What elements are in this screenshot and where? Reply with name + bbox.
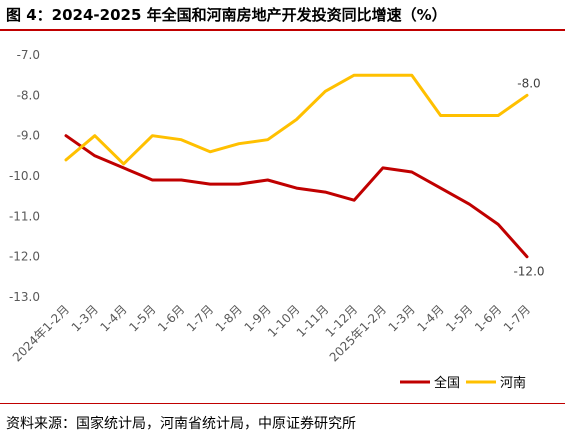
y-tick-label: -12.0 bbox=[9, 250, 40, 264]
data-point bbox=[208, 182, 212, 186]
data-labels: -8.0 -12.0 bbox=[513, 76, 544, 278]
x-tick-label: 1-6月 bbox=[155, 302, 187, 334]
data-point bbox=[151, 178, 154, 182]
data-point bbox=[122, 166, 125, 170]
data-point bbox=[93, 134, 97, 137]
data-label: -12.0 bbox=[513, 265, 544, 279]
x-axis: 2024年1-2月1-3月1-4月1-5月1-6月1-7月1-8月1-9月1-1… bbox=[10, 302, 533, 364]
y-axis: -7.0 -8.0 -9.0 -10.0 -11.0 -12.0 -13.0 bbox=[9, 48, 40, 304]
x-tick-label: 1-7月 bbox=[501, 302, 533, 334]
x-tick-label: 1-4月 bbox=[97, 302, 129, 334]
data-point bbox=[122, 162, 125, 166]
data-point bbox=[525, 94, 529, 97]
data-point bbox=[496, 114, 500, 117]
series-layer bbox=[64, 73, 529, 259]
y-tick-label: -13.0 bbox=[9, 290, 40, 304]
data-point bbox=[266, 138, 269, 141]
y-tick-label: -11.0 bbox=[9, 209, 40, 223]
data-point bbox=[468, 203, 471, 206]
data-point bbox=[151, 134, 154, 137]
data-point bbox=[208, 150, 212, 153]
data-point bbox=[64, 134, 68, 137]
data-point bbox=[180, 178, 183, 182]
data-point bbox=[93, 154, 97, 158]
x-tick-label: 1-5月 bbox=[126, 302, 158, 334]
x-tick-label: 1-5月 bbox=[443, 302, 475, 334]
title-rule bbox=[0, 29, 565, 31]
x-tick-label: 1-3月 bbox=[69, 302, 101, 334]
source-note: 资料来源：国家统计局，河南省统计局，中原证券研究所 bbox=[6, 416, 356, 432]
data-point bbox=[180, 138, 183, 141]
legend-label-1: 河南 bbox=[500, 375, 526, 391]
data-point bbox=[439, 186, 442, 190]
data-point bbox=[352, 199, 356, 202]
x-tick-label: 1-4月 bbox=[414, 302, 446, 334]
data-point bbox=[237, 142, 241, 145]
y-tick-label: -7.0 bbox=[17, 48, 40, 62]
y-tick-label: -9.0 bbox=[17, 129, 40, 143]
data-point bbox=[381, 73, 385, 77]
data-point bbox=[64, 158, 68, 162]
x-tick-label: 1-3月 bbox=[386, 302, 418, 334]
data-point bbox=[295, 118, 298, 121]
line-chart: -7.0 -8.0 -9.0 -10.0 -11.0 -12.0 -13.0 2024年1-… bbox=[9, 48, 545, 391]
source-rule bbox=[0, 403, 565, 404]
data-point bbox=[352, 73, 356, 77]
x-tick-label: 1-6月 bbox=[472, 302, 504, 334]
data-point bbox=[410, 170, 413, 174]
legend-label-0: 全国 bbox=[434, 375, 460, 391]
y-tick-label: -8.0 bbox=[17, 88, 40, 102]
data-point bbox=[295, 186, 298, 190]
data-point bbox=[324, 90, 327, 93]
data-point bbox=[266, 178, 269, 182]
legend: 全国 河南 bbox=[400, 375, 526, 391]
x-tick-label: 1-8月 bbox=[213, 302, 245, 334]
data-point bbox=[324, 190, 327, 194]
figure-title: 图 4：2024-2025 年全国和河南房地产开发投资同比增速（%） bbox=[6, 6, 447, 24]
data-point bbox=[439, 114, 442, 117]
data-point bbox=[525, 255, 529, 258]
y-tick-label: -10.0 bbox=[9, 169, 40, 183]
x-tick-label: 1-7月 bbox=[184, 302, 216, 334]
data-label: -8.0 bbox=[517, 76, 540, 90]
data-point bbox=[381, 166, 385, 170]
data-point bbox=[496, 223, 500, 226]
data-point bbox=[237, 182, 241, 186]
x-tick-label: 2024年1-2月 bbox=[10, 302, 72, 364]
data-point bbox=[410, 73, 413, 77]
data-point bbox=[468, 114, 471, 117]
